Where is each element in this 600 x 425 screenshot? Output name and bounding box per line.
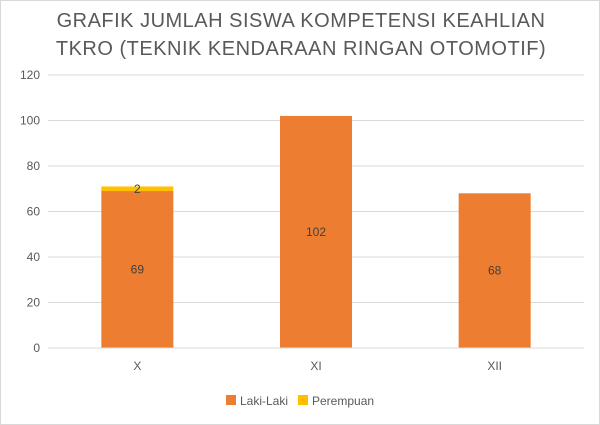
legend: Laki-Laki Perempuan (226, 394, 374, 408)
y-tick-label: 60 (27, 205, 41, 219)
data-label: 102 (306, 225, 326, 239)
data-label: 68 (488, 264, 502, 278)
legend-item-perempuan: Perempuan (298, 394, 374, 408)
y-tick-label: 20 (27, 296, 41, 310)
y-tick-label: 0 (33, 341, 40, 355)
x-axis: X XI XII (48, 347, 584, 373)
bar-laki-laki-x (101, 191, 174, 348)
legend-swatch (226, 395, 236, 405)
bar-laki-laki-xii (458, 193, 531, 348)
legend-label: Perempuan (312, 394, 374, 408)
bar-perempuan-x (101, 186, 174, 192)
x-tick-label: XI (310, 359, 321, 373)
legend-label: Laki-Laki (240, 394, 288, 408)
x-tick-label: X (133, 359, 141, 373)
chart-title-line-1: GRAFIK JUMLAH SISWA KOMPETENSI KEAHLIAN (56, 10, 546, 32)
y-tick-label: 40 (27, 250, 41, 264)
legend-item-laki-laki: Laki-Laki (226, 394, 288, 408)
y-tick-label: 100 (20, 114, 40, 128)
y-tick-label: 80 (27, 159, 41, 173)
y-tick-label: 120 (20, 68, 40, 82)
y-axis: 0 20 40 60 80 100 120 (20, 68, 40, 355)
data-label: 69 (131, 263, 145, 277)
data-label: 2 (134, 182, 141, 196)
chart-title: GRAFIK JUMLAH SISWA KOMPETENSI KEAHLIAN … (1, 7, 600, 63)
data-labels: 69 2 102 68 (131, 182, 502, 278)
bar-laki-laki-xi (280, 115, 352, 348)
chart-title-line-2: TKRO (TEKNIK KENDARAAN RINGAN OTOMOTIF) (55, 38, 547, 60)
bars (101, 115, 531, 348)
legend-swatch (298, 395, 308, 405)
x-tick-label: XII (487, 359, 502, 373)
